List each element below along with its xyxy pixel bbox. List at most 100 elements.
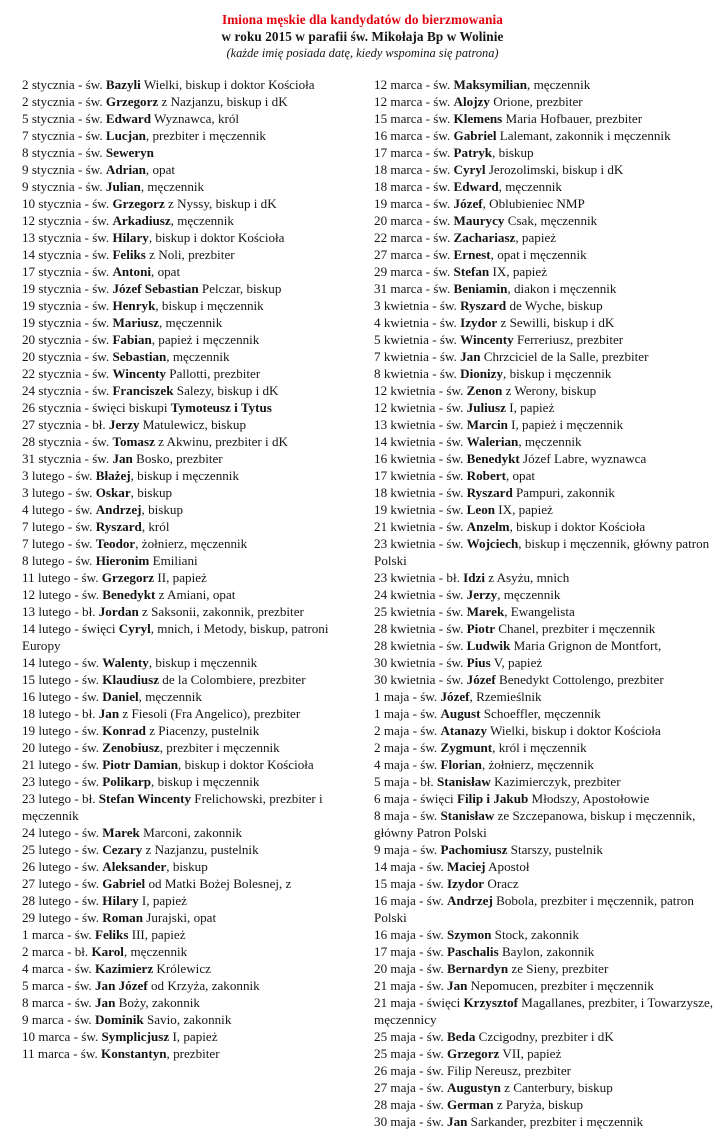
entry-name: Idzi <box>463 569 485 585</box>
entry-name: Leon <box>466 501 496 517</box>
entry-description: z Werony, biskup <box>502 382 597 398</box>
entry-honorific: św. <box>446 620 467 636</box>
list-item: 4 marca - św. Kazimierz Królewicz <box>22 960 358 977</box>
entry-description: z Akwinu, prezbiter i dK <box>154 433 288 449</box>
entry-honorific: św. <box>446 654 467 670</box>
list-item: 2 stycznia - św. Grzegorz z Nazjanzu, bi… <box>22 93 358 110</box>
entry-description: , opat <box>151 263 181 279</box>
list-item: 9 stycznia - św. Julian, męczennik <box>22 178 358 195</box>
entry-name: Arkadiusz <box>112 212 171 228</box>
entry-date: 16 maja - <box>374 926 427 942</box>
list-item: 4 maja - św. Florian, żołnierz, męczenni… <box>374 756 715 773</box>
entry-date: 8 lutego - <box>22 552 76 568</box>
entry-description: Orione, prezbiter <box>489 93 583 109</box>
entry-honorific: św. <box>85 93 106 109</box>
entry-date: 18 lutego - <box>22 705 83 721</box>
entry-description: Wyznawca, król <box>151 110 240 126</box>
entry-description: Młodszy, Apostołowie <box>528 790 650 806</box>
entry-date: 28 stycznia - <box>22 433 93 449</box>
list-item: 17 stycznia - św. Antoni, opat <box>22 263 358 280</box>
entry-name: Klemens <box>453 110 503 126</box>
entry-name: Stanisław <box>440 807 495 823</box>
entry-date: 4 kwietnia - <box>374 314 440 330</box>
entry-date: 5 stycznia - <box>22 110 86 126</box>
entry-name: Jan <box>460 348 481 364</box>
entry-date: 7 lutego - <box>22 518 76 534</box>
entry-name: Józef <box>453 195 483 211</box>
entry-date: 16 kwietnia - <box>374 450 447 466</box>
entry-honorific: św. <box>446 399 467 415</box>
entry-name: Zenobiusz <box>102 739 160 755</box>
entry-name: Jordan <box>98 603 139 619</box>
entry-date: 9 stycznia - <box>22 178 86 194</box>
entry-name: Cyryl <box>453 161 486 177</box>
entry-description: IX, papież <box>489 263 548 279</box>
entry-honorific: św. <box>92 195 113 211</box>
entry-description: Salezy, biskup i dK <box>173 382 279 398</box>
entry-honorific: św. <box>82 756 103 772</box>
entry-honorific: św. <box>92 229 113 245</box>
entry-name: Stefan <box>453 263 490 279</box>
list-item: 17 kwietnia - św. Robert, opat <box>374 467 715 484</box>
entry-honorific: św. <box>82 586 103 602</box>
list-item: 24 stycznia - św. Franciszek Salezy, bis… <box>22 382 358 399</box>
list-item: 27 marca - św. Ernest, opat i męczennik <box>374 246 715 263</box>
list-item: 1 maja - św. August Schoeffler, męczenni… <box>374 705 715 722</box>
entry-name: Grzegorz <box>447 1045 500 1061</box>
list-item: 2 stycznia - św. Bazyli Wielki, biskup i… <box>22 76 358 93</box>
list-item: 4 kwietnia - św. Izydor z Sewilli, bisku… <box>374 314 715 331</box>
entry-honorific: św. <box>446 603 467 619</box>
entry-honorific: św. <box>92 314 113 330</box>
entry-description: Sarkander, prezbiter i męczennik <box>467 1113 644 1129</box>
entry-name: Marcin <box>466 416 508 432</box>
list-item: 21 kwietnia - św. Anzelm, biskup i dokto… <box>374 518 715 535</box>
list-item: 7 stycznia - św. Lucjan, prezbiter i męc… <box>22 127 358 144</box>
list-item: 3 kwietnia - św. Ryszard de Wyche, bisku… <box>374 297 715 314</box>
entry-date: 18 kwietnia - <box>374 484 447 500</box>
entry-honorific: św. <box>426 1045 448 1061</box>
entry-name: Alojzy <box>453 93 490 109</box>
entry-name: Juliusz <box>466 399 506 415</box>
entry-name: Józef Sebastian <box>112 280 199 296</box>
list-item: 31 stycznia - św. Jan Bosko, prezbiter <box>22 450 358 467</box>
entry-honorific: św. <box>446 433 467 449</box>
entry-honorific: św. <box>82 671 103 687</box>
entry-date: 23 lutego - <box>22 773 83 789</box>
entry-honorific: św. <box>426 943 448 959</box>
list-item: 1 marca - św. Feliks III, papież <box>22 926 358 943</box>
entry-honorific: św. <box>75 467 96 483</box>
entry-honorific: św. <box>92 365 113 381</box>
list-item: 5 kwietnia - św. Wincenty Ferreriusz, pr… <box>374 331 715 348</box>
entry-description: , prezbiter <box>166 1045 220 1061</box>
entry-honorific: święci <box>420 790 457 806</box>
entry-date: 21 kwietnia - <box>374 518 447 534</box>
entry-date: 21 lutego - <box>22 756 83 772</box>
entry-name: Julian <box>105 178 141 194</box>
entry-date: 1 maja - <box>374 688 421 704</box>
list-item: 3 lutego - św. Oskar, biskup <box>22 484 358 501</box>
column-left: 2 stycznia - św. Bazyli Wielki, biskup i… <box>8 76 362 1062</box>
entry-honorific: św. <box>81 569 102 585</box>
entry-name: Zenon <box>466 382 503 398</box>
entry-description: z Nazjanzu, biskup i dK <box>158 93 288 109</box>
entry-description: Stock, zakonnik <box>491 926 580 942</box>
list-item: 22 marca - św. Zachariasz, papież <box>374 229 715 246</box>
entry-honorific: św. <box>433 144 454 160</box>
entry-description: od Krzyża, zakonnik <box>147 977 260 993</box>
entry-honorific: św. <box>82 688 103 704</box>
entry-description: , król <box>141 518 170 534</box>
entry-description: , Ewangelista <box>504 603 575 619</box>
entry-honorific: św. <box>433 178 454 194</box>
list-item: 7 lutego - św. Ryszard, król <box>22 518 358 535</box>
entry-name: Feliks <box>112 246 146 262</box>
list-item: 5 marca - św. Jan Józef od Krzyża, zakon… <box>22 977 358 994</box>
entry-date: 27 lutego - <box>22 875 83 891</box>
entry-date: 25 maja - <box>374 1028 427 1044</box>
entry-name: Wojciech <box>466 535 519 551</box>
list-item: 12 marca - św. Alojzy Orione, prezbiter <box>374 93 715 110</box>
entry-description: , biskup i męczennik <box>155 297 264 313</box>
entry-description: , diakon i męczennik <box>507 280 617 296</box>
list-item: 26 maja - św. Filip Nereusz, prezbiter <box>374 1062 715 1079</box>
entry-date: 23 kwietnia - <box>374 535 447 551</box>
entry-date: 15 marca - <box>374 110 434 126</box>
